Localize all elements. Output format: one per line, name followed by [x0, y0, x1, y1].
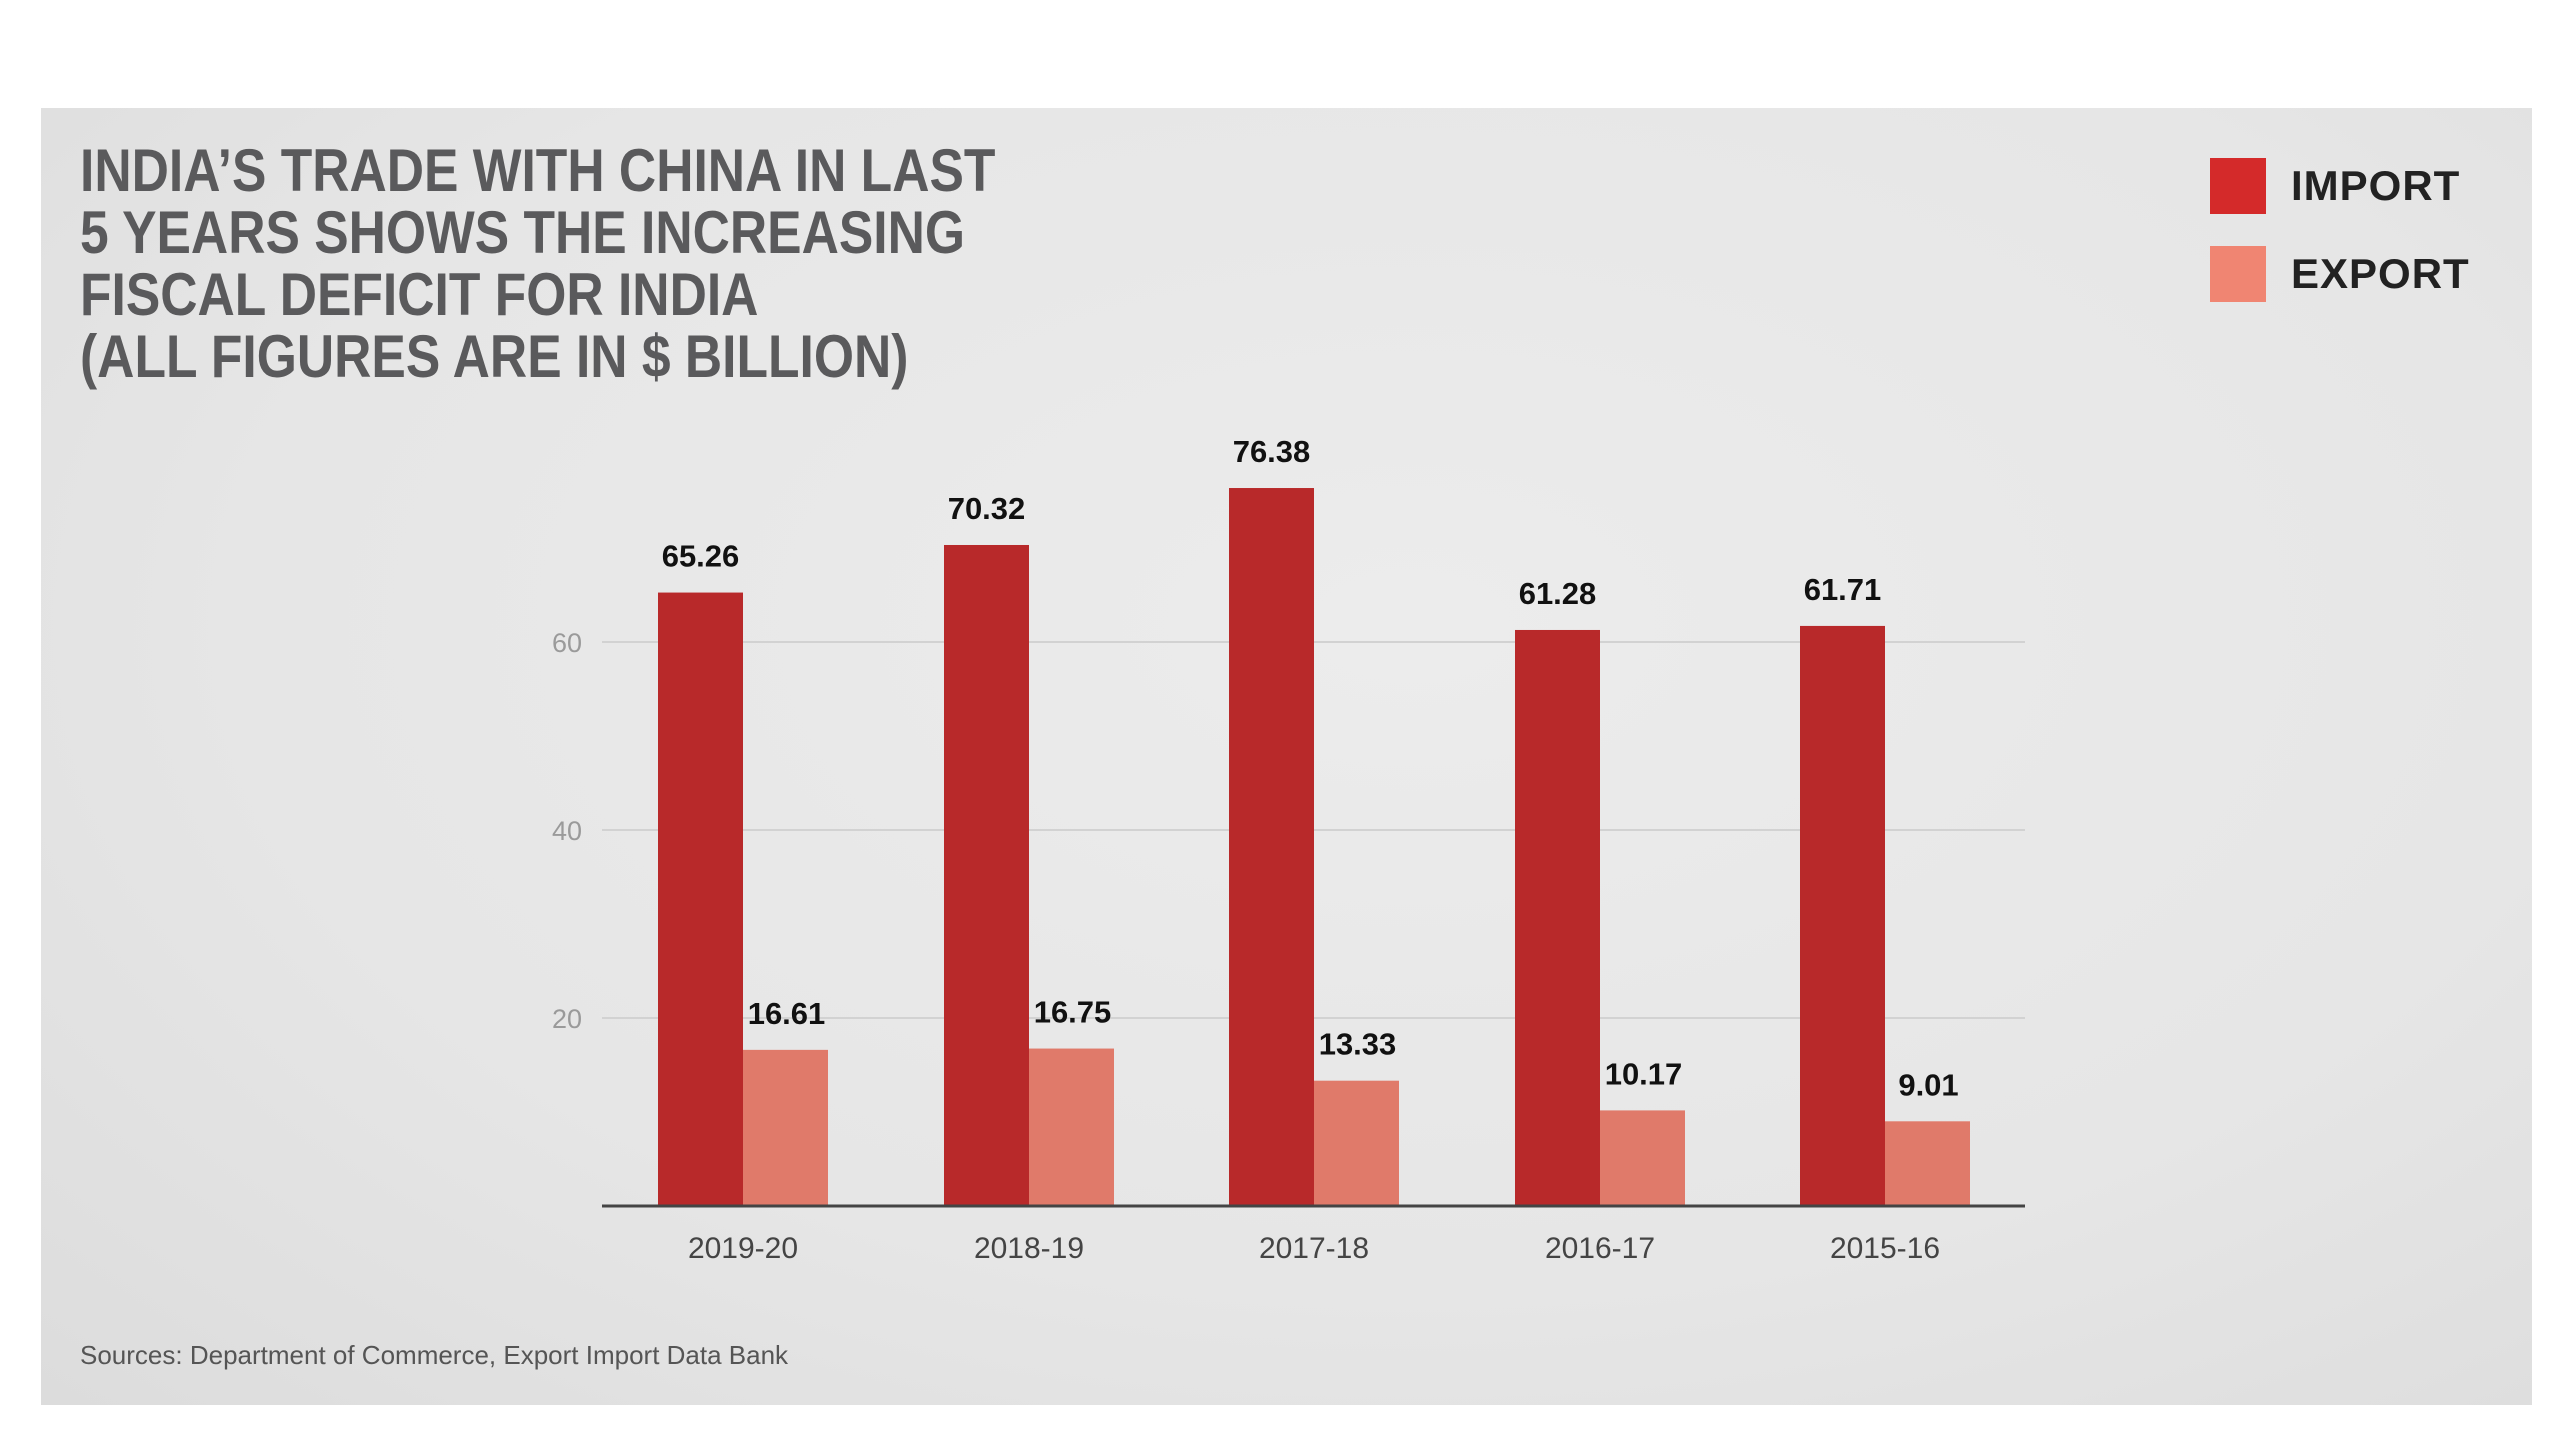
legend-label-import: IMPORT: [2291, 162, 2461, 209]
data-label: 16.75: [1034, 995, 1112, 1030]
data-label: 16.61: [748, 996, 826, 1031]
y-tick-label: 40: [552, 816, 582, 846]
y-tick-label: 60: [552, 628, 582, 658]
legend-swatch-export: [2210, 246, 2266, 302]
title-line: (ALL FIGURES ARE IN $ BILLION): [80, 323, 909, 390]
bar-export: [743, 1049, 828, 1206]
chart-title: INDIA’S TRADE WITH CHINA IN LAST 5 YEARS…: [80, 140, 995, 388]
x-tick-label: 2019-20: [688, 1232, 798, 1265]
data-label: 65.26: [662, 539, 740, 574]
legend-swatch-import: [2210, 158, 2266, 214]
data-label: 13.33: [1319, 1027, 1397, 1062]
data-label: 10.17: [1605, 1056, 1683, 1091]
data-label: 9.01: [1898, 1067, 1958, 1102]
bar-import: [944, 544, 1029, 1206]
data-label: 61.28: [1519, 576, 1597, 611]
title-line: INDIA’S TRADE WITH CHINA IN LAST: [80, 137, 996, 204]
x-tick-label: 2015-16: [1830, 1232, 1940, 1265]
bar-export: [1029, 1048, 1114, 1206]
bar-import: [1800, 625, 1885, 1206]
x-tick-label: 2018-19: [974, 1232, 1084, 1265]
title-line: FISCAL DEFICIT FOR INDIA: [80, 261, 759, 328]
bar-export: [1885, 1121, 1970, 1206]
x-tick-label: 2016-17: [1545, 1232, 1655, 1265]
bar-import: [658, 592, 743, 1206]
data-label: 61.71: [1804, 572, 1882, 607]
bar-import: [1515, 629, 1600, 1206]
bar-import: [1229, 488, 1314, 1206]
title-line: 5 YEARS SHOWS THE INCREASING: [80, 199, 965, 266]
legend-item-export: EXPORT: [2210, 246, 2470, 302]
data-label: 70.32: [948, 491, 1026, 526]
y-tick-label: 20: [552, 1004, 582, 1034]
x-tick-label: 2017-18: [1259, 1232, 1369, 1265]
bar-export: [1600, 1110, 1685, 1206]
source-note: Sources: Department of Commerce, Export …: [80, 1340, 789, 1370]
legend-item-import: IMPORT: [2210, 158, 2460, 214]
legend-label-export: EXPORT: [2291, 250, 2470, 297]
bar-export: [1314, 1080, 1399, 1206]
data-label: 76.38: [1233, 434, 1311, 469]
